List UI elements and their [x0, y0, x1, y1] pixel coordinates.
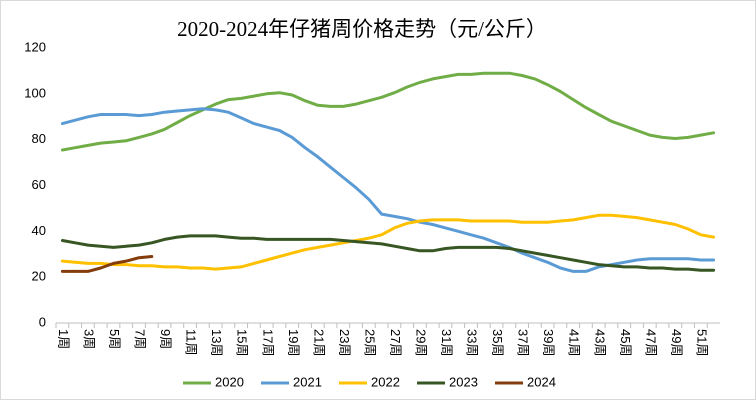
x-tick-label: 15周	[235, 329, 250, 356]
x-tick-label: 51周	[694, 329, 709, 356]
x-tick-label: 43周	[592, 329, 607, 356]
legend-label: 2020	[215, 374, 244, 389]
x-tick-label: 45周	[618, 329, 633, 356]
x-tick-label: 23周	[337, 329, 352, 356]
x-tick-label: 47周	[643, 329, 658, 356]
x-tick-label: 13周	[209, 329, 224, 356]
series-line	[60, 234, 716, 272]
x-tick-label: 7周	[133, 329, 148, 349]
x-tick-label: 1周	[56, 329, 71, 349]
x-tick-label: 27周	[388, 329, 403, 356]
y-tick-label: 60	[32, 177, 46, 192]
legend-label: 2021	[293, 374, 322, 389]
chart-title: 2020-2024年仔猪周价格走势（元/公斤）	[177, 17, 547, 41]
x-tick-label: 39周	[541, 329, 556, 356]
series-line	[60, 255, 154, 273]
x-tick-label: 9周	[158, 329, 173, 349]
x-tick-label: 31周	[439, 329, 454, 356]
x-tick-label: 21周	[311, 329, 326, 356]
y-tick-label: 120	[24, 39, 46, 54]
x-tick-label: 3周	[81, 329, 96, 349]
x-tick-label: 37周	[516, 329, 531, 356]
y-tick-label: 100	[24, 85, 46, 100]
legend-label: 2022	[371, 374, 400, 389]
x-tick-label: 5周	[107, 329, 122, 349]
x-tick-label: 25周	[362, 329, 377, 356]
series-line	[60, 213, 716, 271]
x-tick-label: 49周	[669, 329, 684, 356]
y-tick-label: 80	[32, 131, 46, 146]
x-tick-label: 35周	[490, 329, 505, 356]
x-tick-label: 19周	[286, 329, 301, 356]
y-tick-label: 0	[39, 314, 46, 329]
x-tick-label: 33周	[465, 329, 480, 356]
legend-label: 2024	[527, 374, 556, 389]
legend-label: 2023	[449, 374, 478, 389]
x-tick-label: 11周	[184, 329, 199, 356]
x-tick-label: 29周	[413, 329, 428, 356]
x-tick-label: 17周	[260, 329, 275, 356]
y-tick-label: 20	[32, 269, 46, 284]
y-tick-label: 40	[32, 223, 46, 238]
x-tick-label: 41周	[567, 329, 582, 356]
series-line	[60, 71, 716, 152]
